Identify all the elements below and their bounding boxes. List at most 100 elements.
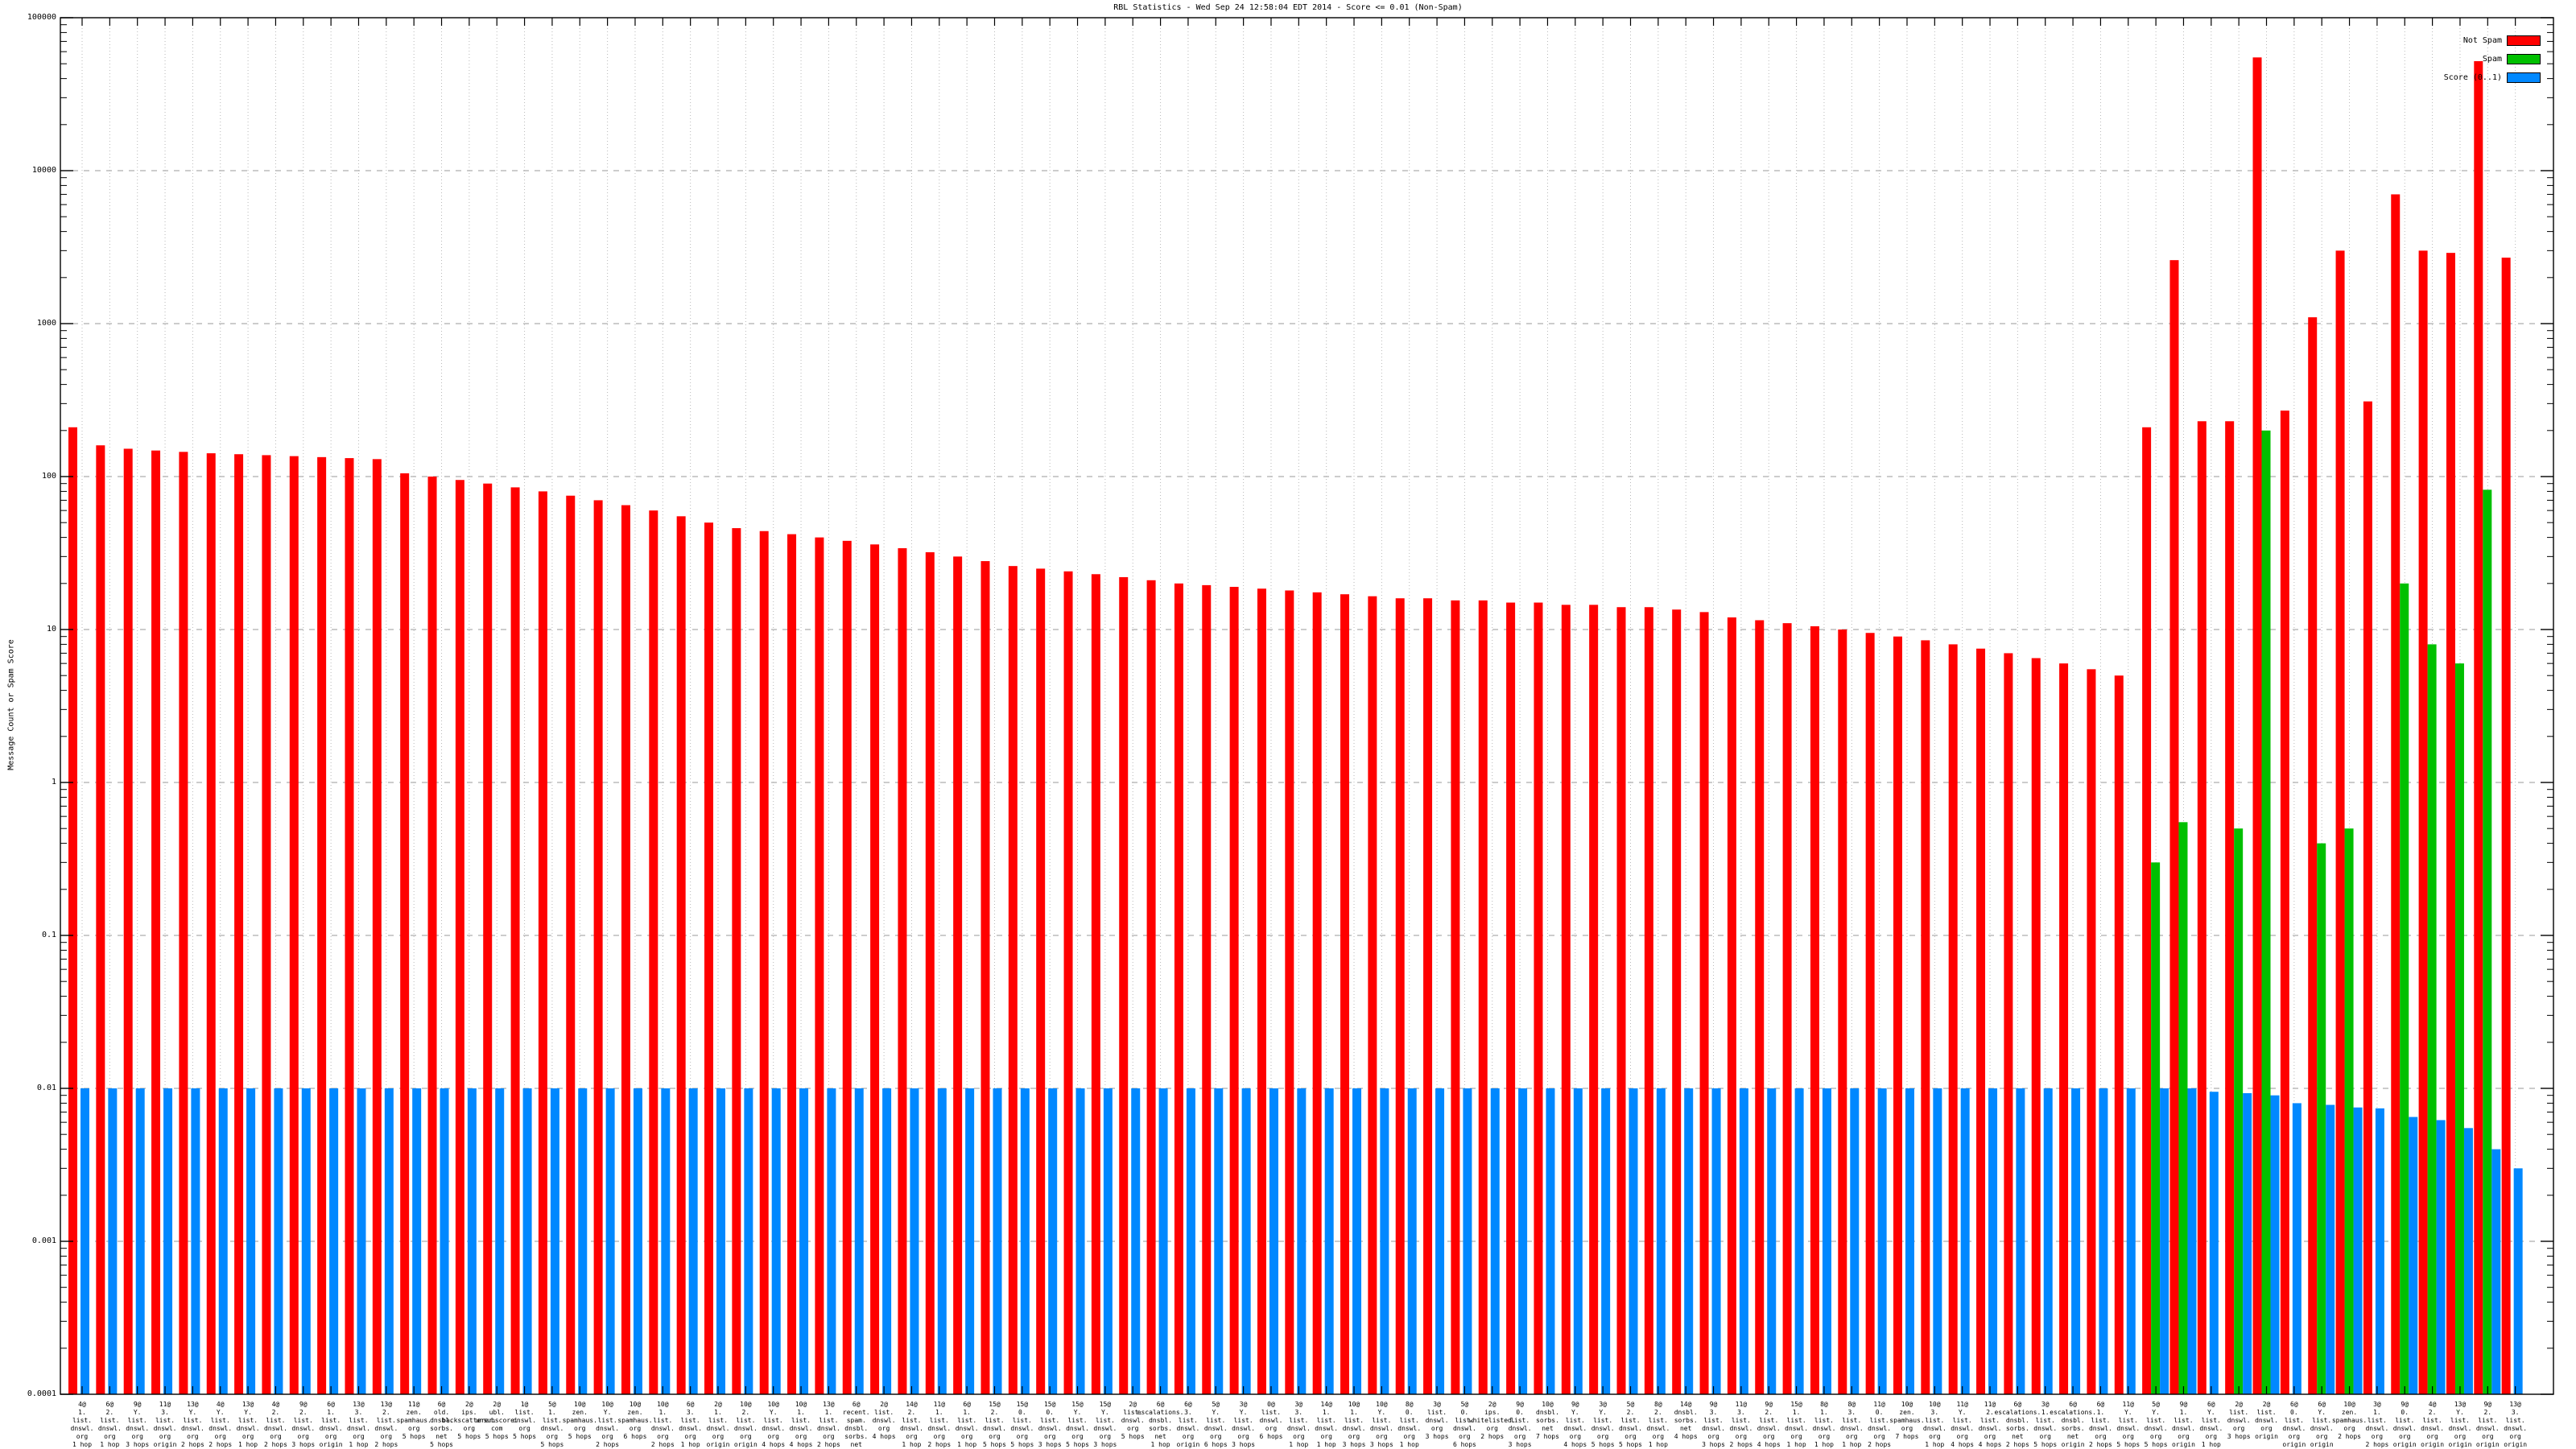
bar-not-spam [870, 544, 880, 1395]
x-tick-label: 4@ 1. list. dnswl. org 1 hop [70, 1401, 94, 1448]
bar-score [1573, 1088, 1583, 1394]
bar-score [1020, 1088, 1030, 1394]
bar-not-spam [1008, 566, 1018, 1395]
bar-score [1601, 1088, 1611, 1394]
x-tick-label: 14@ 1. list. dnswl. org 1 hop [1315, 1401, 1339, 1448]
x-tick-label: 15@ 1. list. dnswl. org 1 hop [1785, 1401, 1809, 1448]
bar-not-spam [676, 516, 686, 1395]
bar-not-spam [898, 548, 907, 1394]
bar-score [2513, 1168, 2523, 1394]
bar-score [1739, 1088, 1748, 1394]
bar-not-spam [234, 454, 244, 1395]
legend-score-label: Score (0..1) [2443, 72, 2502, 82]
x-tick-label: 10@ zen. spamhaus. org 5 hops [562, 1401, 597, 1440]
bar-not-spam [1865, 633, 1875, 1394]
x-tick-label: 10@ 1. list. dnswl. org 4 hops [789, 1401, 813, 1448]
x-tick-label: 9@ 2. list. dnswl. org 4 hops [1757, 1401, 1781, 1448]
x-tick-label: 3@ list. dnswl. org 3 hops [1425, 1401, 1449, 1440]
bar-score [1767, 1088, 1777, 1394]
bar-not-spam [1838, 630, 1847, 1394]
bar-score [191, 1088, 200, 1394]
bar-score [1297, 1088, 1307, 1394]
bar-not-spam [427, 477, 437, 1394]
bar-score [716, 1088, 726, 1394]
bar-not-spam [1451, 600, 1460, 1394]
x-tick-label: 11@ Y. list. dnswl. org 5 hops [2116, 1401, 2140, 1448]
bar-not-spam [2087, 669, 2096, 1394]
bar-score [1158, 1088, 1168, 1394]
x-tick-label: 13@ Y. list. dnswl. org origin [2448, 1401, 2472, 1448]
bar-not-spam [1091, 574, 1100, 1394]
bar-score [633, 1088, 642, 1394]
y-tick-label: 0.001 [31, 1236, 56, 1245]
x-tick-label: 6@ 3. list. dnswl. org origin [1176, 1401, 1200, 1448]
x-tick-label: 9@ Y. list. dnswl. org 3 hops [126, 1401, 150, 1448]
bar-score [1435, 1088, 1445, 1394]
bar-score [1794, 1088, 1804, 1394]
x-tick-label: 15@ 2. list. dnswl. org 5 hops [983, 1401, 1006, 1448]
bar-spam [2454, 663, 2464, 1394]
x-tick-label: 9@ 2. list. dnswl. org origin [2475, 1401, 2500, 1448]
x-tick-label: 2@ ips. whitelisted. org 2 hops [1468, 1401, 1516, 1440]
x-tick-label: 1@ list. dnswl. org 5 hops [513, 1401, 537, 1440]
bar-score [1075, 1088, 1085, 1394]
bar-score [2463, 1128, 2473, 1394]
x-tick-label: 8@ 2. list. dnswl. org 1 hop [1646, 1401, 1670, 1448]
x-tick-label: 3@ 3. list. dnswl. org 1 hop [1286, 1401, 1311, 1448]
bar-score [1380, 1088, 1389, 1394]
x-tick-label: 6@ old. dnsbl. sorbs. net 5 hops [430, 1401, 453, 1448]
bar-not-spam [262, 455, 271, 1394]
x-tick-label: 14@ dnsbl. sorbs. net 4 hops [1674, 1401, 1698, 1440]
bar-score [771, 1088, 781, 1394]
x-tick-label: 11@ 0. list. dnswl. org 2 hops [1868, 1401, 1892, 1448]
bar-not-spam [317, 456, 327, 1394]
bar-score [882, 1088, 892, 1394]
bar-score [246, 1088, 256, 1394]
x-tick-label: 6@ Y. list. dnswl. org origin [2310, 1401, 2334, 1448]
bar-score [744, 1088, 753, 1394]
bar-not-spam [1312, 592, 1322, 1394]
bar-not-spam [2474, 60, 2483, 1395]
x-tick-label: 5@ Y. list. dnswl. org 6 hops [1203, 1401, 1228, 1448]
x-tick-label: 4@ Y. list. dnswl. org 2 hops [208, 1401, 233, 1448]
bar-not-spam [1368, 596, 1377, 1394]
bar-not-spam [1727, 617, 1736, 1394]
bar-not-spam [2308, 317, 2318, 1394]
bar-not-spam [1036, 568, 1046, 1395]
bar-not-spam [1063, 571, 1073, 1394]
x-tick-label: 5@ Y. list. dnswl. org 5 hops [2144, 1401, 2168, 1448]
bar-not-spam [1202, 584, 1212, 1394]
bar-score [605, 1088, 615, 1394]
bar-score [2353, 1107, 2363, 1394]
bar-score [1960, 1088, 1970, 1394]
bar-score [1241, 1088, 1251, 1394]
bar-score [1103, 1088, 1113, 1394]
bar-not-spam [2280, 411, 2289, 1394]
bar-not-spam [1534, 602, 1543, 1394]
bar-not-spam [2225, 421, 2235, 1394]
x-tick-label: 10@ zen. spamhaus. org 7 hops [1889, 1401, 1925, 1440]
y-tick-label: 0.0001 [27, 1389, 56, 1398]
bar-score [688, 1088, 698, 1394]
bar-score [1822, 1088, 1831, 1394]
bar-not-spam [621, 505, 630, 1395]
bar-not-spam [372, 459, 382, 1394]
x-tick-label: 5@ 0. list. dnswl. org 6 hops [1452, 1401, 1476, 1448]
bar-not-spam [1340, 594, 1350, 1394]
bar-score [2160, 1088, 2169, 1394]
bar-score [1186, 1088, 1195, 1394]
x-tick-label: 4@ 2. list. dnswl. org origin [2421, 1401, 2445, 1448]
bar-not-spam [455, 480, 464, 1394]
x-tick-label: 11@ 1. list. dnswl. org 2 hops [927, 1401, 952, 1448]
x-tick-label: 9@ 0. list. dnswl. org 3 hops [1508, 1401, 1532, 1448]
y-tick-label: 0.01 [36, 1084, 56, 1092]
bar-spam [2151, 862, 2161, 1394]
bar-not-spam [1423, 598, 1433, 1394]
x-tick-label: 13@ Y. list. dnswl. org 1 hop [236, 1401, 260, 1448]
bar-score [1711, 1088, 1721, 1394]
legend-score-swatch-icon [2507, 72, 2541, 83]
bar-score [1684, 1088, 1694, 1394]
bar-not-spam [704, 522, 714, 1394]
bar-score [1518, 1088, 1528, 1394]
